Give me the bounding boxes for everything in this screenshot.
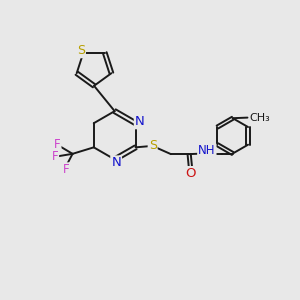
Text: N: N: [111, 157, 121, 169]
Text: F: F: [52, 150, 58, 163]
Text: N: N: [135, 115, 145, 128]
Text: S: S: [149, 140, 157, 152]
Text: NH: NH: [198, 144, 216, 158]
Text: O: O: [185, 167, 196, 180]
Text: CH₃: CH₃: [249, 112, 270, 123]
Text: S: S: [77, 44, 85, 57]
Text: F: F: [63, 163, 69, 176]
Text: F: F: [54, 139, 61, 152]
